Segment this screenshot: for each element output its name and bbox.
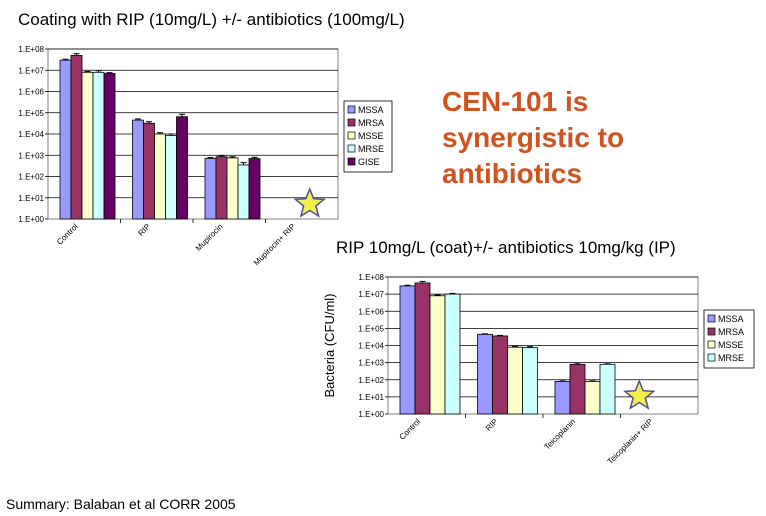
headline-line: synergistic to	[442, 122, 625, 153]
legend-label: MSSE	[718, 340, 744, 350]
x-category-label: RIP	[484, 417, 500, 433]
y-axis-label: Bacteria (CFU/ml)	[322, 293, 337, 397]
y-tick-label: 1.E+00	[18, 215, 44, 224]
legend: MSSA MRSA MSSE MRSE	[703, 309, 755, 369]
x-category-label: Control	[398, 417, 423, 442]
bar-mssa	[399, 285, 416, 415]
x-category-label: Teicoplanin	[542, 417, 577, 452]
legend-label: MSSA	[358, 105, 384, 115]
headline: CEN-101 is synergistic to antibiotics	[442, 84, 752, 192]
legend-swatch	[347, 105, 356, 114]
legend-label: MRSA	[718, 327, 744, 337]
y-tick-label: 1.E+00	[358, 410, 384, 419]
legend-swatch	[707, 327, 716, 336]
bar-msse	[507, 346, 523, 415]
y-tick-label: 1.E+04	[358, 342, 384, 351]
bar-mssa	[554, 381, 571, 415]
bar-mssa	[477, 333, 493, 415]
legend-label: MRSA	[358, 118, 384, 128]
legend-swatch	[347, 144, 356, 153]
bar-mrse	[522, 347, 538, 415]
footer-citation: Summary: Balaban et al CORR 2005	[6, 496, 236, 512]
legend-swatch	[707, 314, 716, 323]
y-tick-label: 1.E+05	[18, 109, 44, 118]
x-category-label: Teicoplanin+ RIP	[606, 417, 655, 466]
legend: MSSA MRSA MSSE MRSE GISE	[343, 100, 393, 173]
legend-label: MRSE	[358, 144, 384, 154]
y-tick-label: 1.E+04	[18, 130, 44, 139]
y-tick-label: 1.E+01	[358, 393, 384, 402]
y-tick-label: 1.E+07	[18, 66, 44, 75]
y-tick-label: 1.E+05	[358, 324, 384, 333]
bar-mrse	[599, 363, 616, 415]
headline-line: CEN-101 is	[442, 86, 589, 117]
chart-1: 1.E+00 1.E+01 1.E+02 1.E+03 1.E+04 1.E+05 1.E+…	[18, 45, 393, 267]
chart-title-2: RIP 10mg/L (coat)+/- antibiotics 10mg/kg…	[336, 238, 676, 257]
y-tick-label: 1.E+06	[358, 307, 384, 316]
legend-swatch	[347, 118, 356, 127]
legend-swatch	[707, 340, 716, 349]
slide-title: Coating with RIP (10mg/L) +/- antibiotic…	[18, 10, 405, 29]
headline-line: antibiotics	[442, 158, 583, 189]
bar-mrse	[444, 293, 461, 415]
y-tick-label: 1.E+01	[18, 194, 44, 203]
y-tick-label: 1.E+03	[358, 359, 384, 368]
bar-mrsa	[492, 335, 508, 415]
bar-msse	[584, 381, 601, 415]
y-tick-label: 1.E+08	[18, 45, 44, 54]
legend-swatch	[347, 157, 356, 166]
star-icon	[623, 378, 656, 410]
legend-swatch	[347, 131, 356, 140]
legend-label: MSSA	[718, 314, 744, 324]
bar-mrsa	[569, 363, 586, 415]
y-tick-label: 1.E+08	[358, 273, 384, 282]
legend-label: MRSE	[718, 353, 744, 363]
legend-label: GISE	[358, 157, 380, 167]
legend-label: MSSE	[358, 131, 384, 141]
star-icon	[293, 186, 326, 218]
bar-mrsa	[414, 282, 431, 415]
y-tick-label: 1.E+02	[18, 173, 44, 182]
chart-2: 1.E+00 1.E+01 1.E+02 1.E+03 1.E+04 1.E+05 1.E+…	[322, 273, 755, 466]
y-tick-label: 1.E+06	[18, 88, 44, 97]
y-tick-label: 1.E+07	[358, 290, 384, 299]
bar-msse	[429, 295, 446, 415]
legend-swatch	[707, 353, 716, 362]
y-tick-label: 1.E+02	[358, 376, 384, 385]
y-tick-label: 1.E+03	[18, 151, 44, 160]
